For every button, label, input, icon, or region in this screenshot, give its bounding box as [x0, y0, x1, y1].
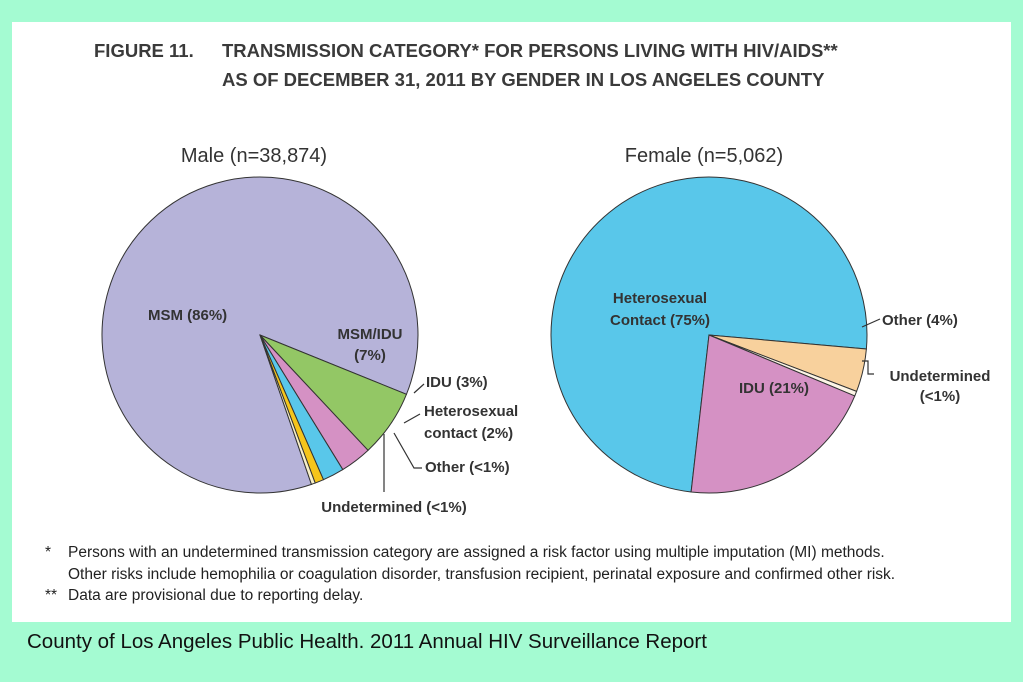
- footnote-1-mark: *: [45, 544, 52, 561]
- footnote-1-line1: Persons with an undetermined transmissio…: [68, 544, 885, 561]
- female-other-leader: [861, 318, 881, 328]
- male-pie: [101, 176, 419, 494]
- footnote-2-text: Data are provisional due to reporting de…: [68, 587, 364, 604]
- figure-title-line2: AS OF DECEMBER 31, 2011 BY GENDER IN LOS…: [222, 69, 825, 90]
- male-msm-label: MSM (86%): [148, 307, 227, 324]
- female-pie-title: Female (n=5,062): [625, 145, 783, 167]
- female-pie: [550, 176, 868, 494]
- female-other-label: Other (4%): [882, 312, 958, 329]
- male-pie-title: Male (n=38,874): [181, 145, 327, 167]
- footnote-1: * Persons with an undetermined transmiss…: [45, 542, 1005, 585]
- footnote-1-line2: Other risks include hemophilia or coagul…: [68, 565, 896, 583]
- pie-charts: Male (n=38,874) Female (n=5,062) MSM (86…: [101, 145, 991, 516]
- footnote-2: ** Data are provisional due to reporting…: [45, 585, 1005, 607]
- female-het-label-2: Contact (75%): [610, 312, 710, 329]
- figure-title-line1: TRANSMISSION CATEGORY* FOR PERSONS LIVIN…: [222, 40, 838, 61]
- figure-panel: FIGURE 11. TRANSMISSION CATEGORY* FOR PER…: [12, 22, 1011, 622]
- source-citation: County of Los Angeles Public Health. 201…: [27, 630, 707, 653]
- male-undet-label: Undetermined (<1%): [321, 499, 466, 516]
- female-undet-label-2: (<1%): [920, 388, 960, 405]
- figure-title: FIGURE 11. TRANSMISSION CATEGORY* FOR PER…: [94, 36, 994, 94]
- male-other-label: Other (<1%): [425, 459, 510, 476]
- male-het-leader: [403, 413, 421, 424]
- male-msmidu-label-1: MSM/IDU: [338, 326, 403, 343]
- female-undet-leader: [862, 360, 874, 375]
- male-pie-slice-5: [259, 334, 316, 486]
- female-undet-label-1: Undetermined: [890, 368, 991, 385]
- female-het-label-1: Heterosexual: [613, 290, 707, 307]
- male-other-leader: [393, 432, 422, 469]
- male-idu-leader: [413, 383, 425, 394]
- male-het-label-1: Heterosexual: [424, 403, 518, 420]
- footnote-2-mark: **: [45, 587, 58, 604]
- male-het-label-2: contact (2%): [424, 425, 513, 442]
- female-pie-slice-3: [690, 334, 856, 494]
- female-idu-label: IDU (21%): [739, 380, 809, 397]
- male-msmidu-label-2: (7%): [354, 347, 386, 364]
- male-idu-label: IDU (3%): [426, 374, 488, 391]
- footnotes: * Persons with an undetermined transmiss…: [45, 542, 1005, 607]
- figure-label: FIGURE 11.: [94, 40, 194, 61]
